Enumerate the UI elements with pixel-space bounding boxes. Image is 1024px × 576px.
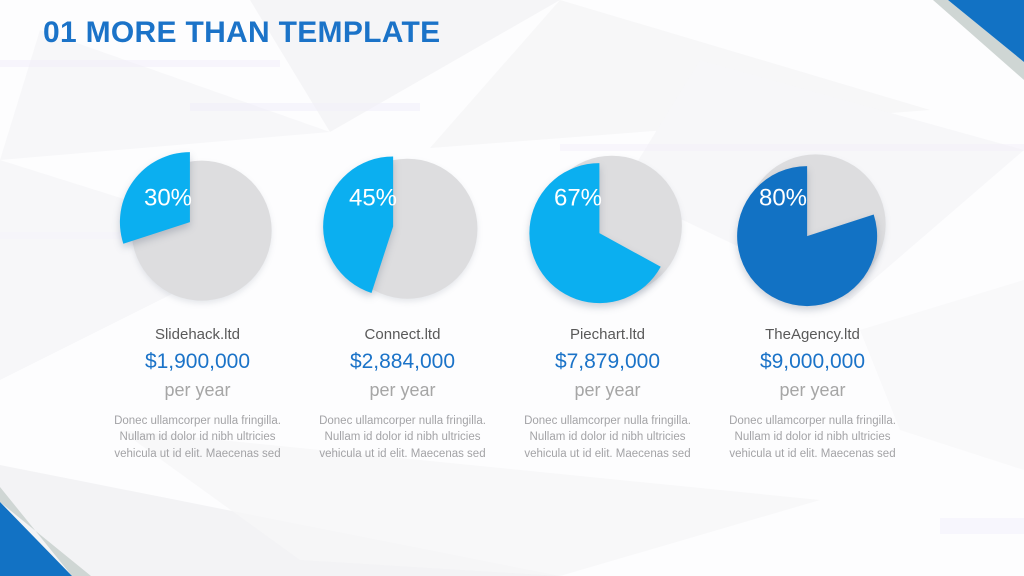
- background-band: [190, 103, 420, 111]
- pie-chart-80: 80%: [737, 154, 886, 307]
- period-label: per year: [574, 380, 641, 400]
- pie-percent-label: 67%: [554, 185, 602, 212]
- company-name: Piechart.ltd: [569, 326, 646, 343]
- background-triangle: [430, 0, 930, 148]
- pie-chart-30: 30%: [119, 152, 272, 301]
- stat-column-connect: 45% Connect.ltd $2,884,000 per year Done…: [300, 143, 505, 462]
- company-name: Slidehack.ltd: [154, 326, 241, 343]
- pie-percent-label: 45%: [349, 185, 397, 212]
- description-text: Donec ullamcorper nulla fringilla. Nulla…: [729, 415, 896, 460]
- annual-value: $7,879,000: [554, 350, 661, 373]
- corner-triangle-top-right: [948, 0, 1024, 62]
- background-triangle: [0, 465, 560, 576]
- pie-percent-label: 80%: [759, 185, 807, 212]
- pie-value-slice: [323, 156, 394, 294]
- stat-column-theagency: 80% TheAgency.ltd $9,000,000 per year Do…: [710, 143, 915, 462]
- stat-column-slidehack: 30% Slidehack.ltd $1,900,000 per year Do…: [95, 143, 300, 462]
- description-text: Donec ullamcorper nulla fringilla. Nulla…: [524, 415, 691, 460]
- pie-chart-45: 45%: [323, 156, 478, 299]
- corner-band-top-right: [933, 0, 1024, 80]
- pie-percent-label: 30%: [144, 185, 192, 212]
- annual-value: $1,900,000: [144, 350, 251, 373]
- annual-value: $9,000,000: [759, 350, 866, 373]
- period-label: per year: [779, 380, 846, 400]
- stat-column-piechart: 67% Piechart.ltd $7,879,000 per year Don…: [505, 143, 710, 462]
- background-band: [0, 60, 280, 67]
- annual-value: $2,884,000: [349, 350, 456, 373]
- company-name: TheAgency.ltd: [765, 326, 860, 343]
- pie-chart-67: 67%: [529, 155, 682, 304]
- period-label: per year: [164, 380, 231, 400]
- description-text: Donec ullamcorper nulla fringilla. Nulla…: [114, 415, 281, 460]
- stats-columns: 30% Slidehack.ltd $1,900,000 per year Do…: [95, 143, 925, 462]
- corner-triangle-bottom-left: [0, 502, 72, 576]
- period-label: per year: [369, 380, 436, 400]
- company-name: Connect.ltd: [364, 326, 441, 343]
- corner-band-bottom-left: [0, 487, 91, 576]
- description-text: Donec ullamcorper nulla fringilla. Nulla…: [319, 415, 486, 460]
- background-band: [940, 518, 1024, 534]
- slide-title: 01 MORE THAN TEMPLATE: [43, 16, 441, 49]
